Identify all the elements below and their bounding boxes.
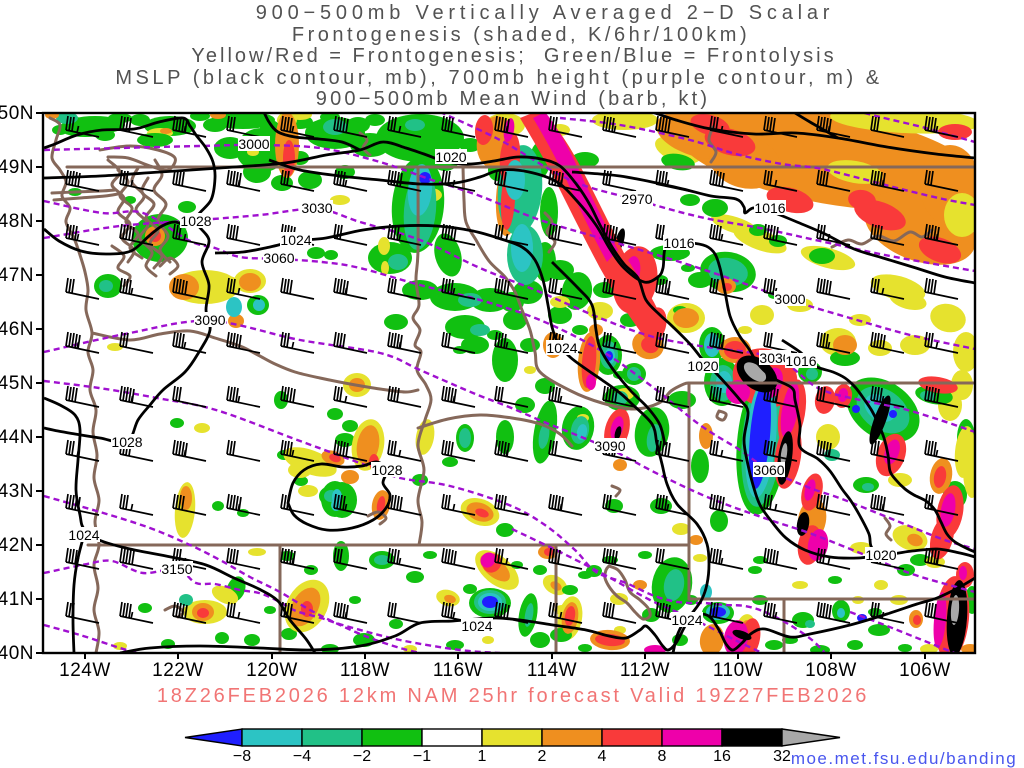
svg-text:2970: 2970 — [621, 191, 652, 207]
svg-text:3030: 3030 — [759, 350, 790, 366]
svg-text:1028: 1028 — [371, 462, 402, 478]
svg-text:8: 8 — [658, 748, 667, 765]
svg-text:47N: 47N — [0, 265, 34, 286]
svg-text:50N: 50N — [0, 103, 34, 124]
svg-text:3150: 3150 — [161, 561, 192, 577]
svg-text:124W: 124W — [59, 660, 111, 681]
svg-text:44N: 44N — [0, 427, 34, 448]
svg-text:−1: −1 — [413, 748, 431, 765]
svg-text:3000: 3000 — [774, 291, 805, 307]
svg-text:900−500mb Mean Wind (barb, kt): 900−500mb Mean Wind (barb, kt) — [316, 88, 711, 110]
svg-text:1016: 1016 — [785, 353, 816, 369]
svg-text:43N: 43N — [0, 481, 34, 502]
svg-text:32: 32 — [773, 748, 791, 765]
svg-text:1016: 1016 — [663, 235, 694, 251]
svg-text:1024: 1024 — [671, 612, 702, 628]
svg-text:−2: −2 — [353, 748, 371, 765]
svg-text:118W: 118W — [340, 660, 390, 681]
svg-text:120W: 120W — [246, 660, 298, 681]
svg-text:108W: 108W — [805, 660, 857, 681]
svg-text:1028: 1028 — [111, 434, 142, 450]
svg-text:Yellow/Red = Frontogenesis; G: Yellow/Red = Frontogenesis; Green/Blue =… — [191, 45, 836, 67]
svg-text:−8: −8 — [233, 748, 251, 765]
svg-text:112W: 112W — [620, 660, 670, 681]
svg-text:41N: 41N — [0, 589, 34, 610]
svg-text:1024: 1024 — [280, 232, 311, 248]
svg-text:106W: 106W — [899, 660, 951, 681]
svg-text:1020: 1020 — [865, 547, 896, 563]
svg-text:48N: 48N — [0, 211, 34, 232]
svg-text:4: 4 — [598, 748, 607, 765]
svg-text:40N: 40N — [0, 643, 34, 664]
svg-text:1024: 1024 — [461, 618, 492, 634]
svg-text:3060: 3060 — [263, 250, 294, 266]
svg-text:900−500mb Vertically Averaged: 900−500mb Vertically Averaged 2−D Scalar — [256, 2, 835, 24]
svg-text:3000: 3000 — [238, 136, 269, 152]
svg-text:Frontogenesis (shaded, K/6hr/1: Frontogenesis (shaded, K/6hr/100km) — [292, 24, 750, 46]
svg-text:2: 2 — [538, 748, 547, 765]
svg-text:42N: 42N — [0, 535, 34, 556]
svg-text:−4: −4 — [293, 748, 311, 765]
svg-text:1020: 1020 — [687, 358, 718, 374]
svg-text:3030: 3030 — [301, 200, 332, 216]
svg-text:3060: 3060 — [753, 462, 784, 478]
svg-text:3090: 3090 — [594, 438, 625, 454]
svg-text:1024: 1024 — [68, 527, 99, 543]
svg-text:1020: 1020 — [435, 149, 466, 165]
svg-text:122W: 122W — [152, 660, 204, 681]
svg-text:MSLP (black contour, mb), 700m: MSLP (black contour, mb), 700mb height (… — [115, 67, 882, 89]
svg-text:16: 16 — [713, 748, 731, 765]
svg-text:18Z26FEB2026 12km NAM 25hr for: 18Z26FEB2026 12km NAM 25hr forecast Vali… — [157, 685, 869, 707]
svg-text:114W: 114W — [527, 660, 577, 681]
svg-text:49N: 49N — [0, 157, 34, 178]
svg-text:45N: 45N — [0, 373, 34, 394]
svg-text:46N: 46N — [0, 319, 34, 340]
svg-text:3090: 3090 — [194, 312, 225, 328]
svg-text:moe.met.fsu.edu/banding: moe.met.fsu.edu/banding — [791, 749, 1017, 768]
svg-text:116W: 116W — [433, 660, 483, 681]
svg-text:1: 1 — [478, 748, 487, 765]
svg-text:110W: 110W — [713, 660, 763, 681]
svg-text:1028: 1028 — [180, 213, 211, 229]
svg-text:1024: 1024 — [546, 340, 577, 356]
svg-text:1016: 1016 — [754, 200, 785, 216]
